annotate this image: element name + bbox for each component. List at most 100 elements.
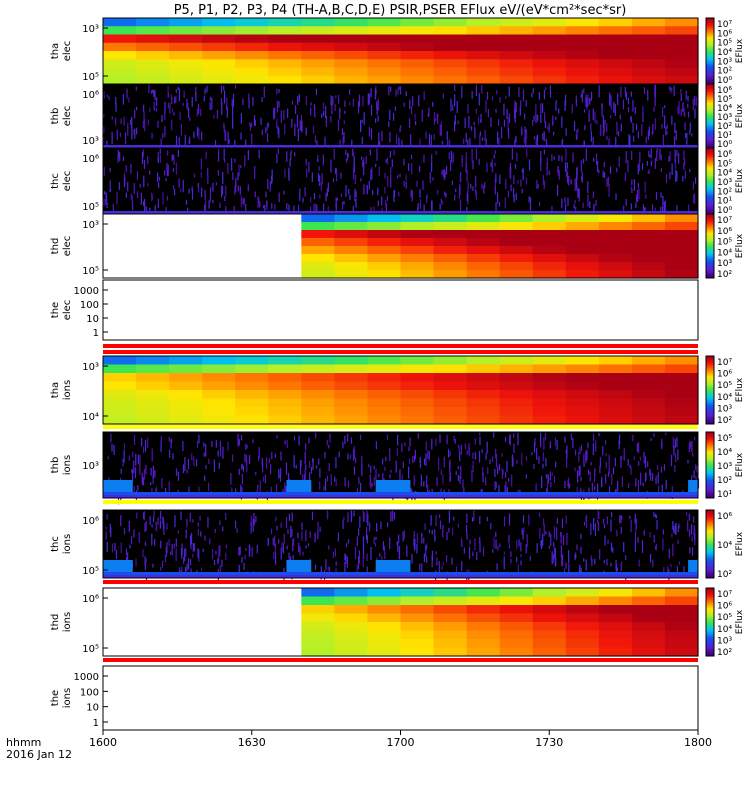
ion-burst	[375, 560, 411, 574]
noise-speck	[307, 543, 310, 547]
noise-speck	[338, 94, 340, 104]
noise-speck	[662, 134, 664, 148]
noise-speck	[494, 468, 496, 478]
noise-speck	[490, 117, 492, 127]
noise-speck	[385, 159, 387, 163]
noise-speck	[472, 452, 474, 459]
noise-speck	[292, 555, 294, 560]
noise-speck	[556, 184, 559, 197]
noise-speck	[283, 190, 285, 195]
colorbar-segment	[706, 645, 714, 648]
noise-speck	[454, 438, 457, 444]
noise-speck	[327, 566, 329, 571]
noise-speck	[447, 140, 449, 149]
heatmap-cell	[301, 75, 335, 85]
noise-speck	[335, 561, 337, 566]
colorbar-segment	[706, 574, 714, 577]
noise-speck	[628, 133, 630, 147]
colorbar-segment	[706, 111, 714, 114]
noise-speck	[548, 122, 550, 133]
noise-speck	[120, 542, 122, 554]
colorbar-segment	[706, 52, 714, 55]
noise-speck	[631, 188, 633, 193]
colorbar-segment	[706, 438, 714, 441]
heatmap-cell	[664, 34, 699, 44]
noise-speck	[641, 163, 644, 170]
noise-speck	[602, 128, 605, 136]
colorbar-segment	[706, 36, 714, 39]
colorbar-segment	[706, 650, 714, 654]
noise-speck	[481, 449, 483, 454]
noise-speck	[491, 96, 494, 101]
noise-speck	[643, 87, 646, 94]
noise-speck	[445, 192, 447, 198]
noise-speck	[678, 523, 680, 529]
heatmap-cell	[664, 407, 699, 417]
heatmap-cell	[631, 246, 666, 255]
colorbar-label: EFlux	[735, 609, 745, 634]
noise-speck	[361, 136, 363, 145]
heatmap-cell	[598, 630, 633, 640]
noise-speck	[423, 204, 425, 216]
noise-speck	[362, 536, 365, 547]
colorbar-segment	[706, 448, 714, 451]
noise-speck	[361, 119, 363, 123]
noise-speck	[692, 98, 694, 111]
noise-speck	[274, 552, 277, 565]
noise-speck	[669, 86, 671, 91]
noise-speck	[262, 476, 265, 483]
noise-speck	[392, 511, 394, 522]
noise-speck	[634, 106, 636, 114]
noise-speck	[535, 483, 537, 491]
heatmap-cell	[301, 588, 335, 598]
colorbar-tick-label: 10⁴	[717, 104, 732, 114]
colorbar-tick-label: 10⁷	[717, 590, 732, 600]
heatmap-cell	[400, 67, 435, 77]
noise-speck	[167, 164, 169, 176]
noise-speck	[204, 189, 206, 200]
noise-speck	[105, 526, 107, 530]
heatmap-cell	[664, 75, 699, 85]
heatmap-cell	[334, 356, 369, 366]
noise-speck	[534, 438, 536, 447]
noise-speck	[397, 87, 400, 91]
noise-speck	[329, 433, 331, 443]
noise-speck	[545, 531, 547, 535]
noise-speck	[407, 466, 410, 479]
heatmap-cell	[598, 18, 633, 27]
noise-speck	[549, 441, 551, 449]
colorbar-segment	[706, 234, 714, 237]
noise-speck	[389, 452, 391, 462]
heatmap-cell	[268, 390, 302, 400]
noise-speck	[321, 172, 323, 185]
heatmap-cell	[433, 246, 468, 255]
heatmap-cell	[202, 364, 236, 374]
colorbar-segment	[706, 57, 714, 60]
noise-speck	[294, 105, 297, 115]
noise-speck	[199, 515, 201, 521]
noise-speck	[188, 486, 190, 495]
heatmap-cell	[235, 390, 269, 400]
noise-speck	[276, 153, 278, 164]
noise-speck	[604, 535, 606, 546]
noise-speck	[274, 543, 277, 553]
noise-speck	[549, 471, 552, 481]
noise-speck	[335, 201, 337, 213]
noise-speck	[689, 547, 691, 554]
noise-speck	[227, 441, 229, 451]
noise-speck	[294, 152, 296, 157]
noise-speck	[328, 463, 330, 472]
noise-speck	[678, 152, 680, 164]
noise-speck	[298, 542, 300, 553]
colorbar-segment	[706, 225, 714, 228]
noise-speck	[665, 126, 667, 136]
noise-speck	[598, 433, 600, 437]
noise-speck	[231, 487, 233, 497]
noise-speck	[663, 566, 665, 576]
noise-speck	[381, 130, 383, 142]
noise-speck	[647, 89, 649, 101]
y-tick-label: 100	[80, 687, 99, 698]
noise-speck	[273, 108, 275, 120]
noise-speck	[310, 197, 312, 203]
heatmap-cell	[433, 356, 468, 366]
